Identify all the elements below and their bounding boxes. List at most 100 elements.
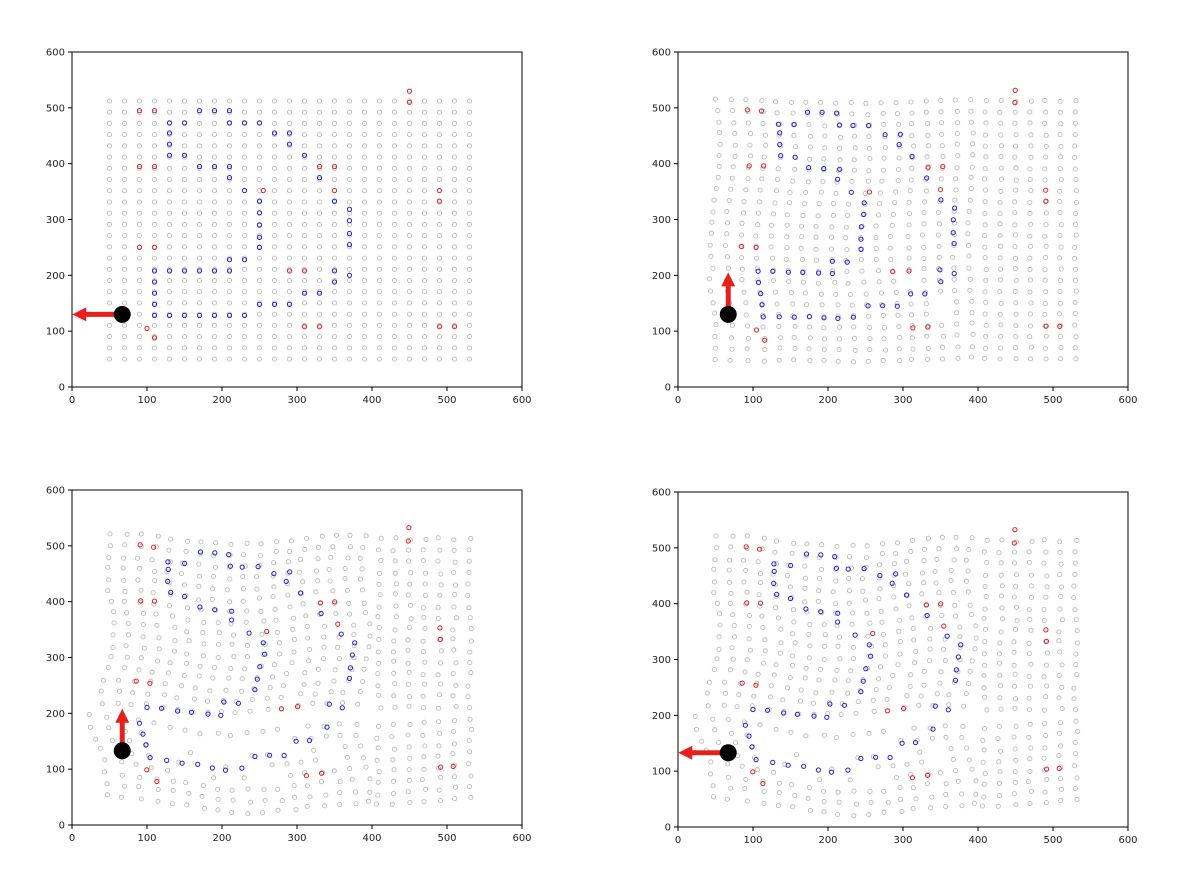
blue-point xyxy=(835,610,841,616)
blue-point xyxy=(271,130,278,136)
background-point xyxy=(876,279,882,285)
background-point xyxy=(122,109,128,115)
background-point xyxy=(181,300,187,306)
background-point xyxy=(775,615,781,621)
background-point xyxy=(310,700,316,706)
background-point xyxy=(392,627,398,633)
background-point xyxy=(331,120,337,126)
background-point xyxy=(136,109,142,115)
background-point xyxy=(136,120,142,126)
background-point xyxy=(1072,132,1078,138)
background-point xyxy=(215,641,221,647)
background-point xyxy=(151,143,157,149)
background-point xyxy=(118,794,124,800)
background-point xyxy=(168,536,174,542)
background-point xyxy=(802,599,808,605)
blue-point xyxy=(346,230,353,237)
background-point xyxy=(728,97,734,103)
background-point xyxy=(818,189,824,195)
background-point xyxy=(838,134,844,140)
y-tick-label: 0 xyxy=(59,821,65,832)
background-point xyxy=(466,345,472,351)
background-point xyxy=(393,603,399,609)
background-point xyxy=(790,804,796,810)
background-point xyxy=(436,154,442,160)
background-point xyxy=(315,666,321,672)
background-point xyxy=(829,224,835,230)
background-point xyxy=(1057,649,1063,655)
blue-point xyxy=(246,630,252,636)
blue-point xyxy=(324,724,330,730)
background-point xyxy=(184,651,190,657)
background-point xyxy=(1071,583,1077,589)
blue-point xyxy=(166,152,173,158)
background-point xyxy=(866,730,872,736)
blue-point xyxy=(764,707,771,713)
background-point xyxy=(963,578,969,584)
red-point xyxy=(941,623,947,629)
background-point xyxy=(107,543,113,549)
background-point xyxy=(271,311,277,317)
background-point xyxy=(406,744,412,750)
background-point xyxy=(181,582,187,588)
background-point xyxy=(390,757,396,763)
blue-point xyxy=(800,269,806,275)
background-point xyxy=(122,132,128,138)
background-point xyxy=(331,334,337,340)
background-point xyxy=(1026,734,1032,740)
background-point xyxy=(864,610,870,616)
background-point xyxy=(391,199,397,205)
background-point xyxy=(757,603,763,609)
blue-point xyxy=(794,711,800,717)
background-point xyxy=(740,557,746,563)
background-point xyxy=(904,558,910,564)
background-point xyxy=(916,702,922,708)
background-point xyxy=(894,301,900,307)
background-point xyxy=(1072,322,1078,328)
blue-point xyxy=(181,120,188,126)
background-point xyxy=(422,570,428,576)
background-point xyxy=(149,669,155,675)
blue-point xyxy=(791,314,797,320)
background-point xyxy=(967,197,973,203)
background-point xyxy=(291,783,297,789)
background-point xyxy=(227,576,233,582)
background-point xyxy=(226,199,232,205)
background-point xyxy=(1056,695,1062,701)
background-point xyxy=(897,651,903,657)
background-point xyxy=(166,547,172,553)
background-point xyxy=(982,255,988,261)
background-point xyxy=(982,187,988,193)
blue-point xyxy=(151,279,158,285)
background-point xyxy=(881,728,887,734)
background-point xyxy=(436,221,442,227)
background-point xyxy=(469,726,475,732)
background-point xyxy=(983,267,989,273)
background-point xyxy=(438,582,444,588)
background-point xyxy=(224,587,230,593)
background-point xyxy=(938,176,944,182)
background-point xyxy=(215,796,221,802)
background-point xyxy=(107,233,113,239)
background-point xyxy=(391,221,397,227)
background-point xyxy=(804,302,810,308)
background-point xyxy=(747,647,753,653)
background-point xyxy=(1028,745,1034,751)
background-point xyxy=(773,99,779,105)
background-point xyxy=(1027,801,1033,807)
background-point xyxy=(271,266,277,272)
background-point xyxy=(353,732,359,738)
background-point xyxy=(301,221,307,227)
background-point xyxy=(136,784,142,790)
background-point xyxy=(908,99,914,105)
blue-point xyxy=(792,154,798,160)
background-point xyxy=(981,781,987,787)
red-point xyxy=(144,325,150,331)
blue-point xyxy=(837,166,843,172)
background-point xyxy=(256,255,262,261)
background-point xyxy=(982,143,988,149)
background-point xyxy=(136,188,142,194)
background-point xyxy=(1043,222,1049,228)
background-point xyxy=(896,155,902,161)
background-point xyxy=(1028,572,1034,578)
